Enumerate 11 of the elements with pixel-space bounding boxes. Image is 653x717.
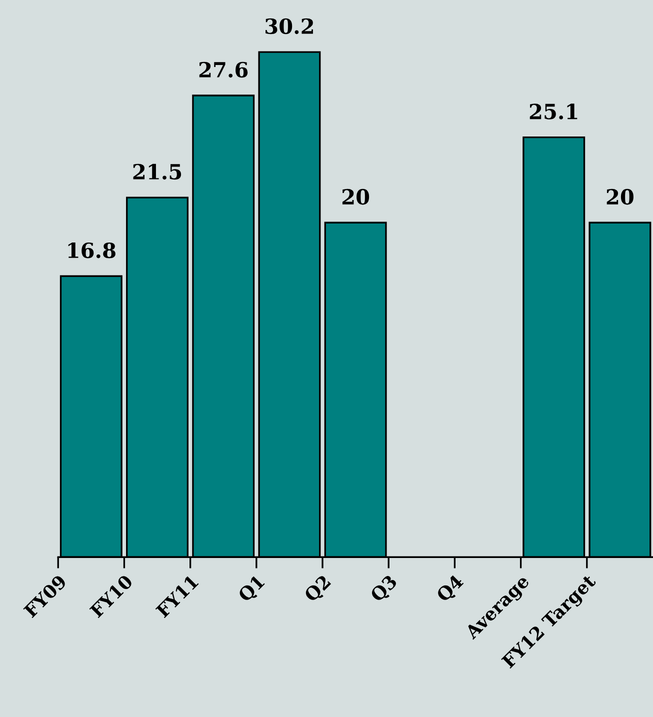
x-tick-label: Q3 (369, 574, 400, 605)
data-label: 20 (342, 188, 370, 205)
data-label: 27.6 (199, 62, 248, 78)
data-label: 21.5 (133, 164, 182, 180)
data-label: 20 (606, 188, 634, 205)
x-tick-label: Q2 (303, 574, 334, 605)
x-tick-label: Q1 (237, 574, 268, 605)
data-label: 16.8 (68, 242, 116, 258)
data-label: 30.2 (266, 18, 313, 34)
data-label: 25.1 (530, 104, 578, 120)
x-tick-label: Q4 (435, 574, 464, 605)
